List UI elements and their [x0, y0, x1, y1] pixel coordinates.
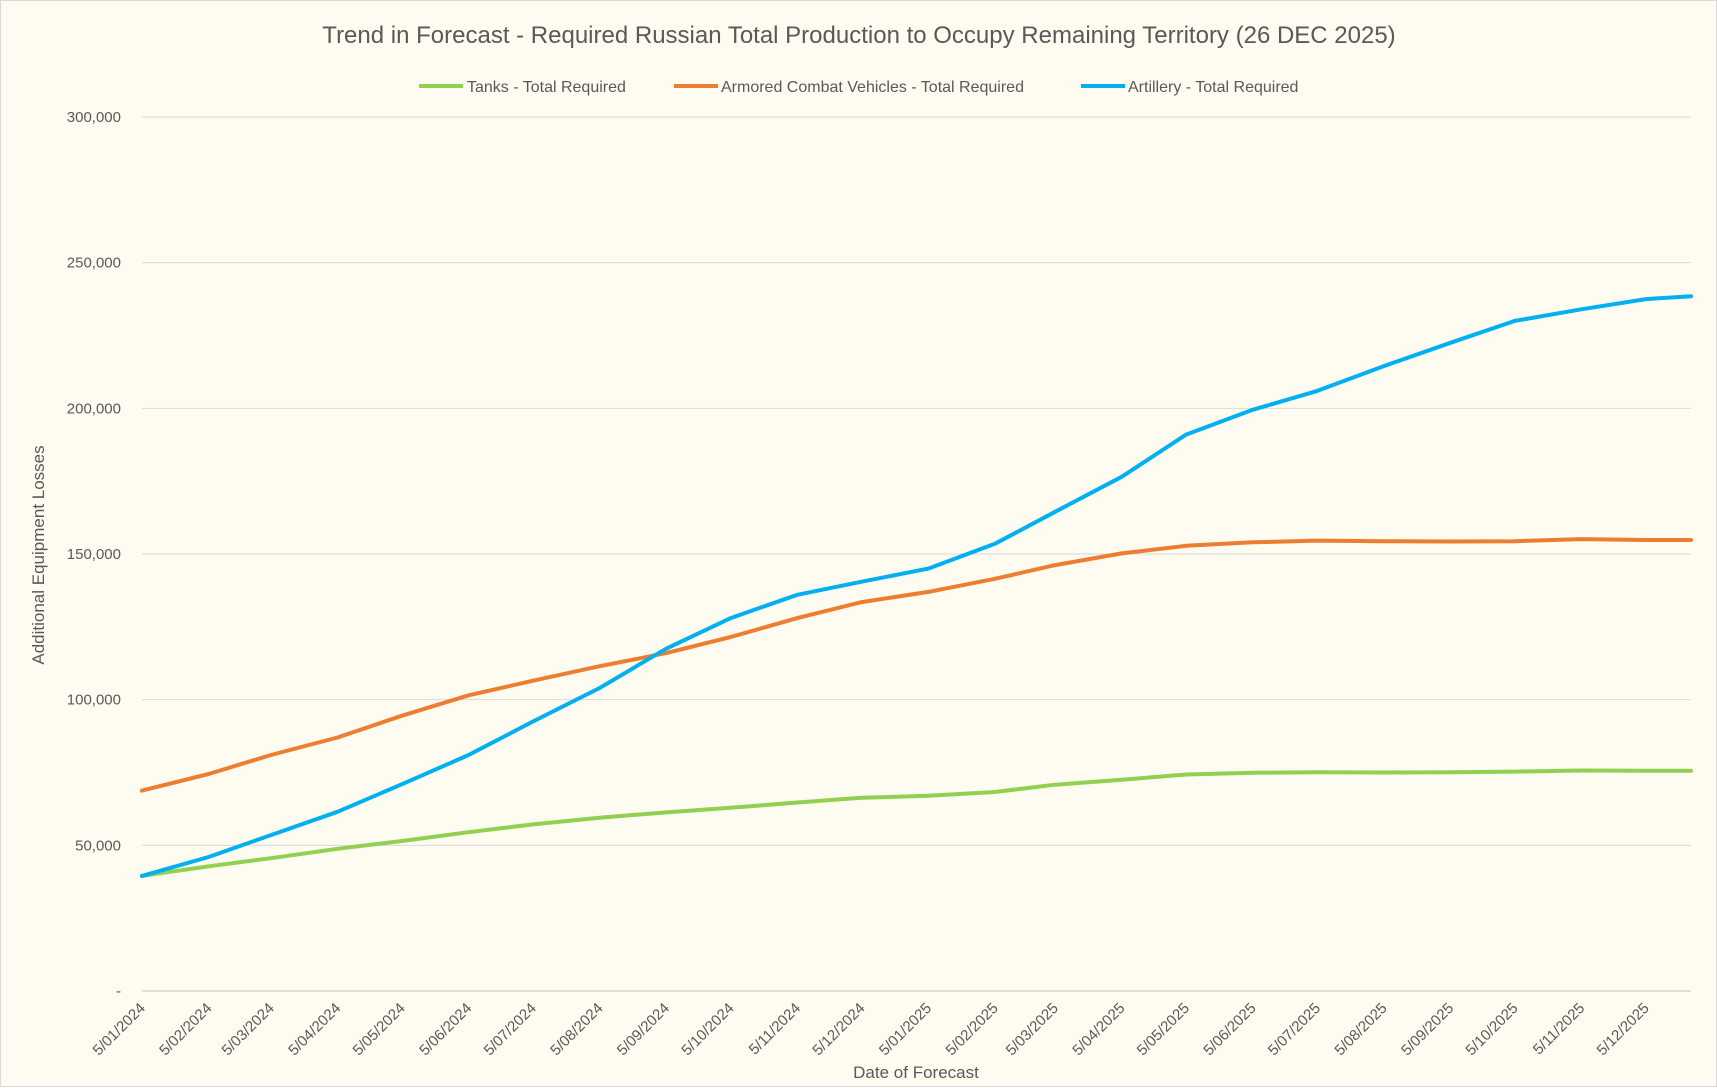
x-tick-label: 5/02/2024 [156, 1000, 215, 1059]
x-tick-label: 5/10/2024 [678, 1000, 737, 1059]
y-tick-label: 150,000 [67, 546, 121, 563]
x-tick-label: 5/10/2025 [1462, 1000, 1521, 1059]
x-tick-label: 5/12/2024 [809, 1000, 868, 1059]
x-tick-label: 5/04/2025 [1069, 1000, 1128, 1059]
y-axis-ticks: - 50,000 100,000 150,000 200,000 250,000 300,0… [67, 109, 121, 1000]
x-tick-label: 5/07/2024 [481, 1000, 540, 1059]
x-axis-title: Date of Forecast [853, 1063, 979, 1082]
x-axis-ticks: 5/01/2024 5/02/2024 5/03/2024 5/04/2024 5/05… [90, 1000, 1653, 1059]
x-tick-label: 5/05/2024 [350, 1000, 409, 1059]
legend-label-tanks: Tanks - Total Required [467, 79, 626, 96]
y-tick-label: 250,000 [67, 255, 121, 272]
x-tick-label: 5/03/2024 [219, 1000, 278, 1059]
x-tick-label: 5/06/2024 [416, 1000, 475, 1059]
y-axis-title: Additional Equipment Losses [29, 445, 48, 664]
series-lines [140, 294, 1693, 878]
x-tick-label: 5/08/2024 [547, 1000, 606, 1059]
series-line-0 [140, 768, 1693, 878]
y-tick-label: 50,000 [75, 837, 121, 854]
y-tick-label: 300,000 [67, 109, 121, 126]
y-tick-label: - [116, 983, 121, 1000]
x-tick-label: 5/02/2025 [943, 1000, 1002, 1059]
x-tick-label: 5/05/2025 [1134, 1000, 1193, 1059]
gridlines [142, 116, 1691, 992]
x-tick-label: 5/04/2024 [285, 1000, 344, 1059]
legend-label-artillery: Artillery - Total Required [1128, 79, 1298, 96]
x-tick-label: 5/12/2025 [1594, 1000, 1653, 1059]
x-tick-label: 5/09/2024 [614, 1000, 673, 1059]
series-line-2 [140, 294, 1693, 878]
x-tick-label: 5/09/2025 [1398, 1000, 1457, 1059]
x-tick-label: 5/01/2024 [90, 1000, 149, 1059]
x-tick-label: 5/08/2025 [1331, 1000, 1390, 1059]
x-tick-label: 5/06/2025 [1200, 1000, 1259, 1059]
y-tick-label: 100,000 [67, 692, 121, 709]
x-tick-label: 5/03/2025 [1003, 1000, 1062, 1059]
chart-title: Trend in Forecast - Required Russian Tot… [322, 22, 1395, 49]
legend-label-acv: Armored Combat Vehicles - Total Required [721, 79, 1024, 96]
series-line-1 [140, 537, 1693, 793]
legend: Tanks - Total Required Armored Combat Ve… [419, 79, 1298, 96]
y-tick-label: 200,000 [67, 400, 121, 417]
x-tick-label: 5/11/2025 [1530, 1000, 1588, 1058]
x-tick-label: 5/11/2024 [746, 1000, 804, 1058]
x-tick-label: 5/07/2025 [1265, 1000, 1324, 1059]
x-tick-label: 5/01/2025 [876, 1000, 935, 1059]
